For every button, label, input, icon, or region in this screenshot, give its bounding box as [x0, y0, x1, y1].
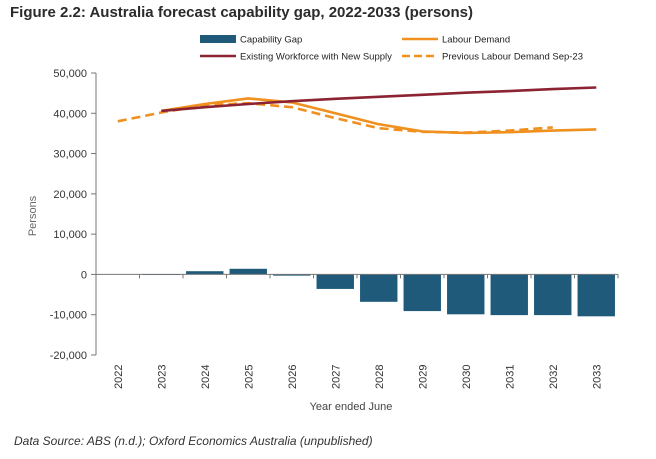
- x-tick-label: 2026: [287, 365, 299, 389]
- capability-gap-bar: [403, 274, 441, 312]
- legend: Capability Gap Labour Demand Existing Work…: [200, 35, 583, 63]
- legend-label: Labour Demand: [442, 35, 510, 46]
- demand-line: [161, 97, 597, 135]
- legend-label: Existing Workforce with New Supply: [240, 52, 392, 63]
- x-tick-label: 2027: [330, 365, 342, 389]
- legend-item-workforce: Existing Workforce with New Supply: [200, 52, 392, 63]
- bar-series-capability-gap: [142, 268, 615, 317]
- capability-gap-bar: [186, 271, 224, 275]
- y-tick-label: 50,000: [53, 68, 87, 80]
- x-tick-label: 2032: [548, 365, 560, 389]
- legend-label: Previous Labour Demand Sep-23: [442, 52, 583, 63]
- workforce-line: [161, 86, 597, 113]
- x-tick-label: 2025: [243, 365, 255, 389]
- chart: Capability Gap Labour Demand Existing Work…: [27, 35, 619, 413]
- x-tick-label: 2022: [113, 365, 125, 389]
- y-tick-label: 40,000: [53, 108, 87, 120]
- capability-gap-bar: [316, 274, 354, 289]
- capability-gap-bar: [577, 274, 615, 317]
- y-tick-label: 10,000: [53, 229, 87, 241]
- y-tick-label: 20,000: [53, 189, 87, 201]
- axes: -20,000 -10,000 0 10,000 20,000 30,000 40,000 5…: [50, 68, 619, 389]
- chart-title: Figure 2.2: Australia forecast capabilit…: [10, 4, 473, 21]
- x-tick-label: 2029: [417, 365, 429, 389]
- legend-item-previous: Previous Labour Demand Sep-23: [402, 52, 583, 63]
- y-tick-label: -20,000: [50, 350, 87, 362]
- capability-gap-bar: [447, 274, 485, 315]
- y-tick-label: -10,000: [50, 310, 87, 322]
- legend-item-gap: Capability Gap: [200, 35, 302, 46]
- x-axis-label: Year ended June: [310, 401, 393, 413]
- x-tick-label: 2024: [200, 365, 212, 389]
- legend-swatch: [200, 35, 236, 43]
- data-source-note: Data Source: ABS (n.d.); Oxford Economic…: [14, 434, 373, 448]
- capability-gap-bar: [229, 268, 267, 275]
- line-series: [117, 86, 597, 135]
- x-tick-label: 2031: [504, 365, 516, 389]
- legend-label: Capability Gap: [240, 35, 302, 46]
- capability-gap-bar: [273, 274, 311, 276]
- y-tick-label: 30,000: [53, 149, 87, 161]
- x-tick-label: 2028: [374, 365, 386, 389]
- capability-gap-bar: [534, 274, 572, 316]
- x-tick-label: 2023: [156, 365, 168, 389]
- legend-item-demand: Labour Demand: [402, 35, 510, 46]
- y-tick-label: 0: [81, 269, 87, 281]
- y-axis-label: Persons: [27, 195, 39, 236]
- capability-gap-bar: [360, 274, 398, 302]
- x-tick-label: 2033: [591, 365, 603, 389]
- x-tick-label: 2030: [461, 365, 473, 389]
- capability-gap-bar: [490, 274, 528, 316]
